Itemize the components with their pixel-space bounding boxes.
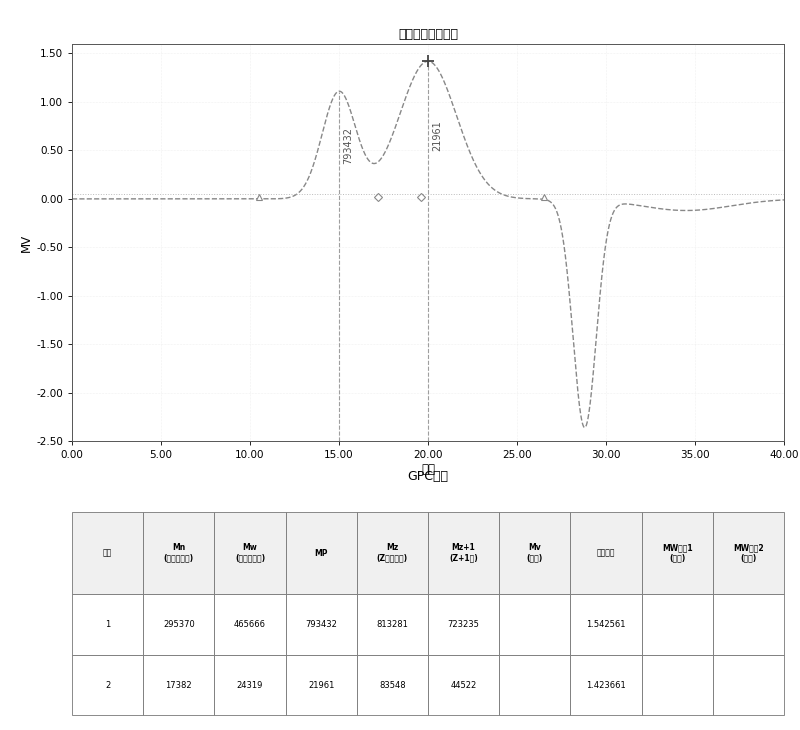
Text: 793432: 793432 — [343, 127, 354, 164]
Y-axis label: MV: MV — [20, 234, 34, 252]
Title: 检测器反应曲线图: 检测器反应曲线图 — [398, 28, 458, 41]
X-axis label: 分钟: 分钟 — [421, 463, 435, 476]
Text: 21961: 21961 — [433, 120, 442, 151]
Text: GPC结果: GPC结果 — [407, 469, 449, 483]
